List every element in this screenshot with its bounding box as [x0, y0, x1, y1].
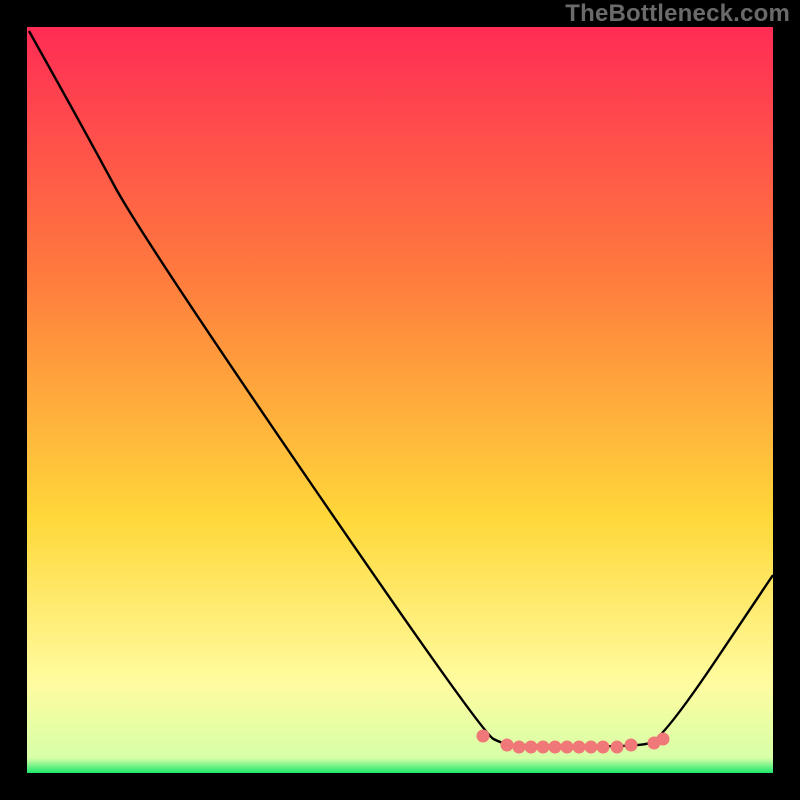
marker-dot	[501, 739, 513, 751]
marker-group	[477, 730, 669, 753]
marker-dot	[657, 733, 669, 745]
marker-dot	[611, 741, 623, 753]
marker-dot	[477, 730, 489, 742]
marker-dot	[561, 741, 573, 753]
marker-dot	[573, 741, 585, 753]
chart-plot	[27, 27, 773, 773]
curve-layer	[27, 27, 773, 773]
marker-dot	[597, 741, 609, 753]
stage: TheBottleneck.com	[0, 0, 800, 800]
marker-dot	[585, 741, 597, 753]
bottleneck-curve	[29, 31, 773, 746]
marker-dot	[525, 741, 537, 753]
marker-dot	[537, 741, 549, 753]
marker-dot	[625, 739, 637, 751]
marker-dot	[513, 741, 525, 753]
marker-dot	[549, 741, 561, 753]
watermark-text: TheBottleneck.com	[565, 0, 790, 28]
